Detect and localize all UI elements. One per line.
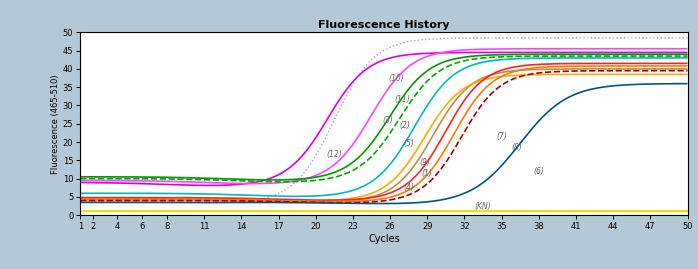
- Y-axis label: Fluorescence (465-510): Fluorescence (465-510): [51, 74, 60, 174]
- Text: (1): (1): [422, 169, 433, 178]
- Text: (9): (9): [419, 158, 430, 167]
- Text: (12): (12): [327, 150, 342, 159]
- Text: (8): (8): [511, 143, 522, 152]
- Text: (3): (3): [383, 116, 393, 125]
- X-axis label: Cycles: Cycles: [368, 234, 400, 244]
- Text: (7): (7): [496, 132, 507, 141]
- Text: (6): (6): [533, 167, 544, 176]
- Text: (2): (2): [399, 121, 410, 130]
- Text: (11): (11): [394, 95, 410, 104]
- Text: (4): (4): [403, 183, 414, 192]
- Text: (10): (10): [388, 73, 404, 83]
- Title: Fluorescence History: Fluorescence History: [318, 20, 450, 30]
- Text: (5): (5): [403, 139, 414, 148]
- Text: (KN): (KN): [475, 201, 491, 211]
